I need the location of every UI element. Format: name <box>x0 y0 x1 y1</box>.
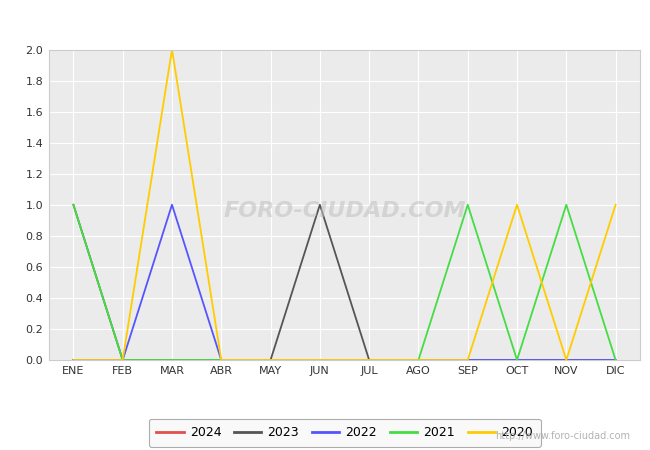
Text: Matriculaciones de Vehiculos en Aldeanueva de Santa Cruz: Matriculaciones de Vehiculos en Aldeanue… <box>79 9 571 27</box>
Text: FORO-CIUDAD.COM: FORO-CIUDAD.COM <box>223 201 466 221</box>
Text: http://www.foro-ciudad.com: http://www.foro-ciudad.com <box>495 431 630 441</box>
Legend: 2024, 2023, 2022, 2021, 2020: 2024, 2023, 2022, 2021, 2020 <box>148 419 541 447</box>
